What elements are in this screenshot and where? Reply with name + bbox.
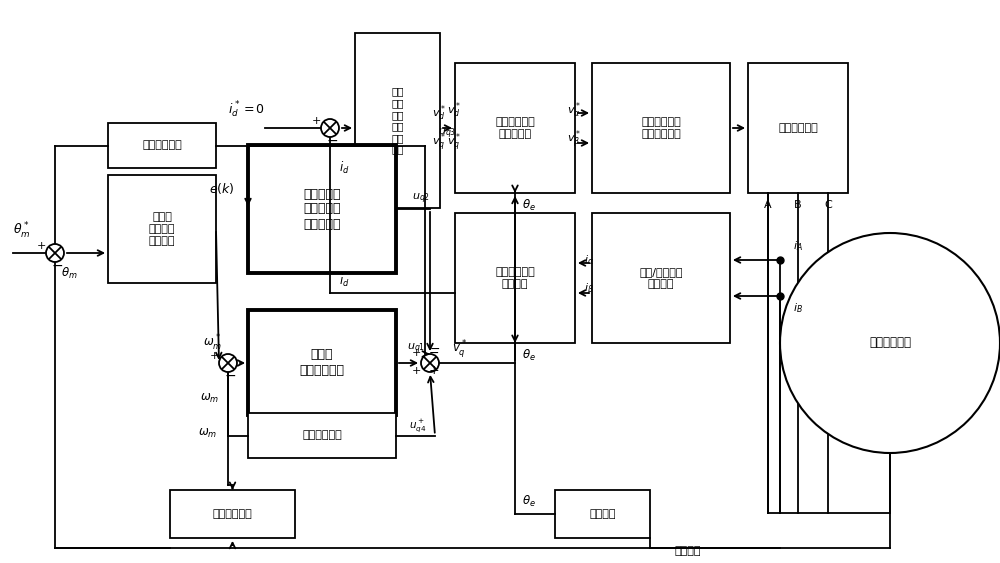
Text: 全桥驱动模块: 全桥驱动模块 bbox=[778, 123, 818, 133]
Text: $v_d^*$: $v_d^*$ bbox=[432, 103, 446, 123]
Bar bbox=[248, 310, 396, 415]
Text: $u_{q2}$: $u_{q2}$ bbox=[412, 192, 430, 206]
Bar bbox=[592, 63, 730, 193]
Text: +: + bbox=[36, 241, 46, 251]
Text: 转速前馈模块: 转速前馈模块 bbox=[302, 431, 342, 440]
Text: $i_d$: $i_d$ bbox=[339, 273, 349, 289]
Text: −: − bbox=[326, 134, 338, 148]
Text: +: + bbox=[429, 364, 439, 378]
Text: 永磁同步电机: 永磁同步电机 bbox=[869, 337, 911, 350]
Bar bbox=[248, 413, 396, 458]
Text: 三相/两相坐标
变换模块: 三相/两相坐标 变换模块 bbox=[639, 267, 683, 289]
Text: $v_q^*$: $v_q^*$ bbox=[447, 132, 461, 154]
Text: −: − bbox=[429, 346, 439, 360]
Text: $v_q^*$: $v_q^*$ bbox=[452, 338, 468, 360]
Bar bbox=[455, 213, 575, 343]
Circle shape bbox=[421, 354, 439, 372]
Text: $v_\alpha^*$: $v_\alpha^*$ bbox=[567, 100, 581, 120]
Text: $i_\alpha$: $i_\alpha$ bbox=[584, 253, 594, 267]
Text: $u_{q3}$: $u_{q3}$ bbox=[438, 126, 456, 141]
Text: $u_{q4}^+$: $u_{q4}^+$ bbox=[409, 417, 427, 434]
Text: $\theta_e$: $\theta_e$ bbox=[522, 493, 536, 508]
Text: $i_B$: $i_B$ bbox=[793, 301, 803, 315]
Circle shape bbox=[321, 119, 339, 137]
Bar bbox=[355, 33, 440, 208]
Bar bbox=[455, 63, 575, 193]
Bar bbox=[748, 63, 848, 193]
Text: $\omega_m$: $\omega_m$ bbox=[200, 391, 220, 405]
Text: $i_d$: $i_d$ bbox=[339, 160, 349, 176]
Text: $\theta_e$: $\theta_e$ bbox=[522, 347, 536, 363]
Bar bbox=[170, 490, 295, 538]
Text: 高速转子扰
振自适应前
馈补偿模块: 高速转子扰 振自适应前 馈补偿模块 bbox=[303, 187, 341, 230]
Text: 转速环
滑模控制模块: 转速环 滑模控制模块 bbox=[300, 348, 344, 377]
Text: 转速计算模块: 转速计算模块 bbox=[213, 509, 252, 519]
Bar bbox=[108, 123, 216, 168]
Text: $\omega_m^*$: $\omega_m^*$ bbox=[203, 333, 223, 353]
Text: $\theta_e$: $\theta_e$ bbox=[522, 198, 536, 213]
Text: $\omega_m$: $\omega_m$ bbox=[198, 426, 218, 440]
Text: $\theta_m$: $\theta_m$ bbox=[61, 265, 77, 280]
Text: $i_d^* = 0$: $i_d^* = 0$ bbox=[228, 100, 266, 120]
Text: 位置前馈模块: 位置前馈模块 bbox=[142, 141, 182, 150]
Text: $i_\beta$: $i_\beta$ bbox=[584, 282, 594, 298]
Text: −: − bbox=[224, 369, 236, 383]
Text: 两相旋转坐标
反变换模块: 两相旋转坐标 反变换模块 bbox=[495, 117, 535, 139]
Text: 两相旋转坐标
变换模块: 两相旋转坐标 变换模块 bbox=[495, 267, 535, 289]
Text: −: − bbox=[430, 342, 440, 355]
Text: $u_{q1}$: $u_{q1}$ bbox=[407, 342, 425, 356]
Text: $v_q^*$: $v_q^*$ bbox=[432, 132, 446, 154]
Circle shape bbox=[780, 233, 1000, 453]
Circle shape bbox=[46, 244, 64, 262]
Bar bbox=[592, 213, 730, 343]
Text: +: + bbox=[311, 116, 321, 126]
Text: 测角模块: 测角模块 bbox=[674, 546, 701, 556]
Text: $i_A$: $i_A$ bbox=[793, 239, 803, 253]
Text: B: B bbox=[794, 200, 802, 210]
Bar bbox=[248, 145, 396, 273]
Text: +: + bbox=[411, 348, 421, 358]
Text: 空间矢量脉宽
调制生成模块: 空间矢量脉宽 调制生成模块 bbox=[641, 117, 681, 139]
Bar bbox=[108, 175, 216, 283]
Text: 位置环
比例积分
调节模块: 位置环 比例积分 调节模块 bbox=[149, 212, 175, 245]
Text: $e(k)$: $e(k)$ bbox=[209, 181, 235, 195]
Text: +: + bbox=[209, 351, 219, 361]
Text: 测角模块: 测角模块 bbox=[589, 509, 616, 519]
Bar bbox=[555, 490, 650, 538]
Text: 励磁
电流
比例
积分
调节
模块: 励磁 电流 比例 积分 调节 模块 bbox=[391, 87, 404, 154]
Circle shape bbox=[219, 354, 237, 372]
Text: $\theta_m^*$: $\theta_m^*$ bbox=[13, 221, 31, 241]
Text: −: − bbox=[51, 259, 63, 273]
Text: +: + bbox=[411, 366, 421, 376]
Text: A: A bbox=[764, 200, 772, 210]
Text: $v_\beta^*$: $v_\beta^*$ bbox=[567, 129, 581, 151]
Text: $v_d^*$: $v_d^*$ bbox=[447, 100, 461, 120]
Text: C: C bbox=[824, 200, 832, 210]
